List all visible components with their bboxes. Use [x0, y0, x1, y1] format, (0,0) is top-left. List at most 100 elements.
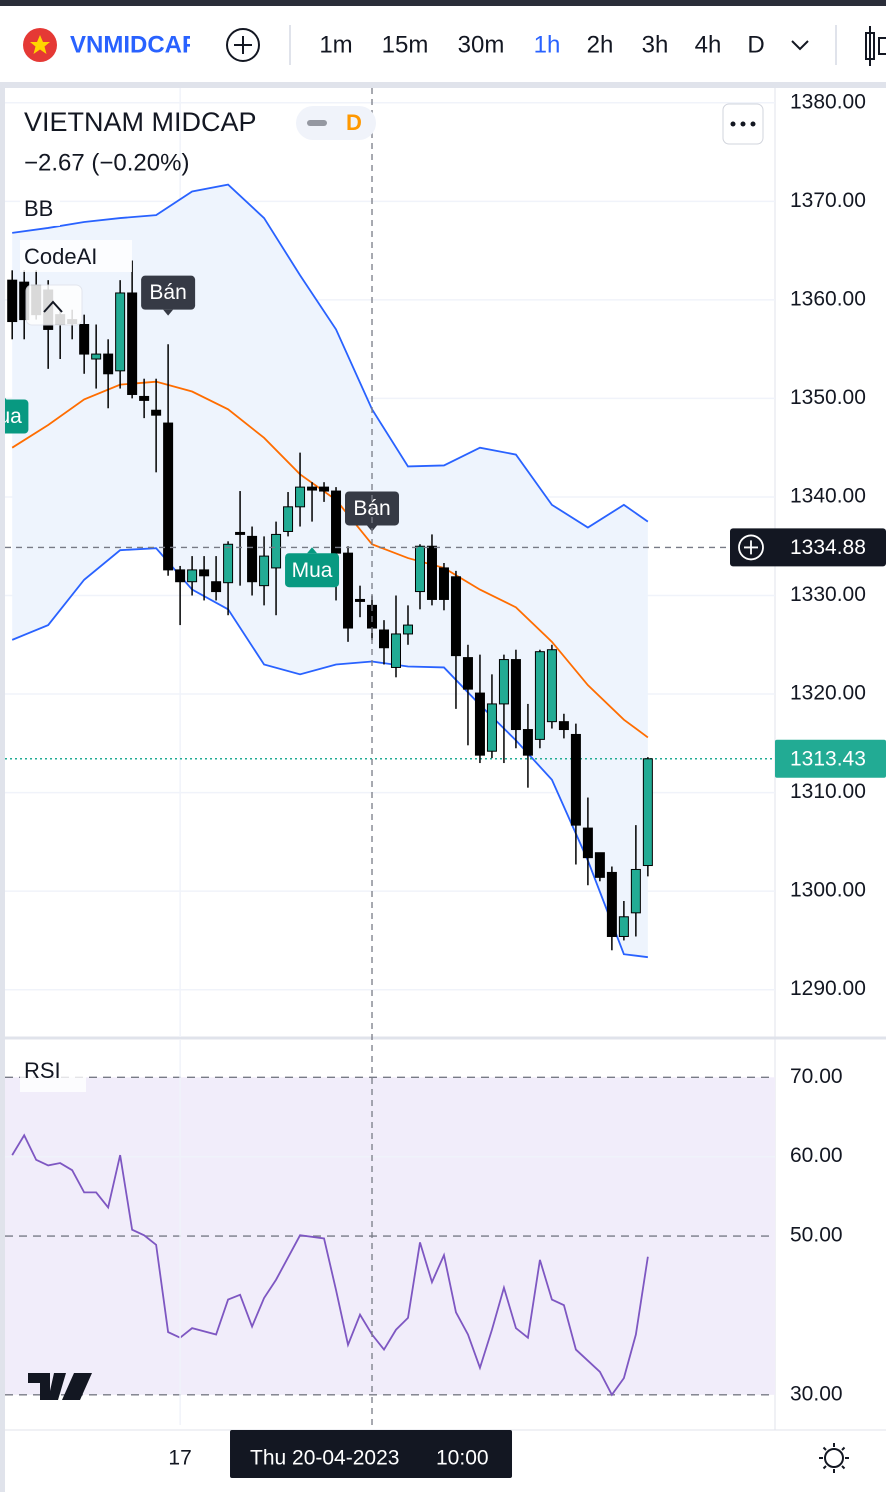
- candle-body: [127, 292, 138, 395]
- candle-body: [390, 633, 401, 668]
- y-tick-label: 1290.00: [790, 977, 866, 1000]
- y-tick-label: 1330.00: [790, 583, 866, 606]
- signal-pointer: [5, 397, 7, 400]
- crosshair-date: Thu 20-04-2023: [250, 1447, 399, 1470]
- candle-body: [199, 569, 210, 577]
- plus-icon: [744, 540, 758, 555]
- interval-button[interactable]: 3h: [642, 31, 669, 58]
- indicator-label: BB: [24, 196, 53, 221]
- collapse-icon: [43, 300, 63, 313]
- candle-body: [450, 576, 461, 657]
- dot: [730, 121, 736, 127]
- y-tick-label: 60.00: [790, 1144, 843, 1167]
- y-tick-label: 1380.00: [790, 90, 866, 113]
- y-tick-label: 70.00: [790, 1065, 843, 1088]
- candle-body: [558, 721, 569, 731]
- y-tick-label: 50.00: [790, 1224, 843, 1247]
- candle-body: [91, 353, 102, 360]
- collapse-button[interactable]: [25, 284, 83, 326]
- crosshair-time-bg: [230, 1430, 513, 1478]
- dot: [750, 121, 756, 127]
- status-badge: [296, 106, 376, 140]
- plus-icon: [234, 36, 252, 54]
- candle-body: [163, 422, 174, 571]
- interval-button[interactable]: 2h: [587, 31, 614, 58]
- candle-body: [630, 868, 641, 914]
- signal-label-bg: [141, 275, 196, 310]
- candle-body: [283, 506, 294, 532]
- signal-label: Mua: [292, 559, 333, 582]
- candle-body: [139, 395, 150, 401]
- rsi-title: RSI: [24, 1058, 61, 1083]
- rsi-pane: [5, 1040, 775, 1425]
- add-alert-icon[interactable]: [738, 534, 764, 561]
- signal-pointer: [163, 309, 174, 316]
- candle-body: [379, 629, 390, 649]
- candle-body: [438, 567, 449, 600]
- last-price-bg: [775, 739, 886, 778]
- y-tick-label: 1310.00: [790, 780, 866, 803]
- interval-button[interactable]: 4h: [695, 31, 722, 58]
- candle-body: [235, 531, 246, 535]
- chart-type-icon: [878, 37, 886, 55]
- interval-button[interactable]: 1m: [319, 31, 352, 58]
- candle-body: [606, 871, 617, 937]
- interval-badge: D: [346, 110, 362, 135]
- top-bar: [0, 0, 886, 6]
- candle-body: [618, 916, 629, 937]
- crosshair-price-bg: [730, 528, 886, 567]
- rsi-line: [11, 1133, 649, 1397]
- candle-body: [223, 543, 234, 584]
- legend-bg: [20, 1056, 86, 1092]
- indicator-label: CodeAI: [24, 244, 97, 269]
- interval-button[interactable]: 1h: [534, 31, 561, 58]
- candle-body: [522, 729, 533, 756]
- y-tick-label: 1320.00: [790, 682, 866, 705]
- legend-bg: [20, 194, 60, 226]
- candle-body: [498, 659, 509, 705]
- candle-body: [594, 852, 605, 878]
- compare-button[interactable]: [226, 28, 260, 62]
- signal-label-bg: [5, 399, 29, 434]
- candle-body: [546, 649, 557, 723]
- dot: [740, 121, 746, 127]
- symbol[interactable]: VNMIDCAP: [70, 31, 198, 58]
- interval-button[interactable]: 30m: [458, 31, 505, 58]
- main-pane: BánBánMuaMua: [0, 88, 775, 1037]
- left-border: [0, 88, 5, 1492]
- settings-icon[interactable]: [824, 1448, 844, 1468]
- candle-body: [414, 545, 425, 593]
- interval-button[interactable]: D: [747, 31, 764, 58]
- candle-body: [426, 545, 437, 600]
- candle-body: [582, 827, 593, 859]
- intervals: 1m 15m 30m 1h 2h 3h 4h D: [319, 31, 764, 58]
- signal-label-bg: [285, 553, 340, 588]
- logo: [28, 1373, 92, 1400]
- toolbar-border: [0, 82, 886, 88]
- x-tick-label: 17: [168, 1447, 191, 1470]
- y-tick-label: 1360.00: [790, 287, 866, 310]
- candle-body: [247, 535, 258, 583]
- band-line: [11, 547, 648, 959]
- candle-body: [486, 703, 497, 752]
- overlay: 30.00 50.00 60.00 70.00 1290.00 1300.00 1310.0…: [5, 88, 886, 1478]
- interval-button[interactable]: 15m: [382, 31, 429, 58]
- candle-body: [115, 292, 126, 372]
- band-line: [12, 183, 649, 529]
- candle-body: [534, 651, 545, 740]
- crosshair-price: 1334.88: [790, 536, 866, 559]
- signal-label: Mua: [0, 405, 22, 428]
- candle-body: [175, 569, 186, 583]
- interval-dropdown[interactable]: [791, 40, 809, 51]
- chart-title: VIETNAM MIDCAP: [24, 107, 257, 137]
- candle-body: [510, 659, 521, 731]
- crosshair-time: 10:00: [436, 1447, 489, 1470]
- candle-body: [402, 624, 413, 635]
- candle-body: [259, 555, 270, 587]
- candle-body: [103, 353, 114, 375]
- y-tick-label: 1350.00: [790, 386, 866, 409]
- candle-body: [474, 692, 485, 756]
- y-tick-label: 1300.00: [790, 879, 866, 902]
